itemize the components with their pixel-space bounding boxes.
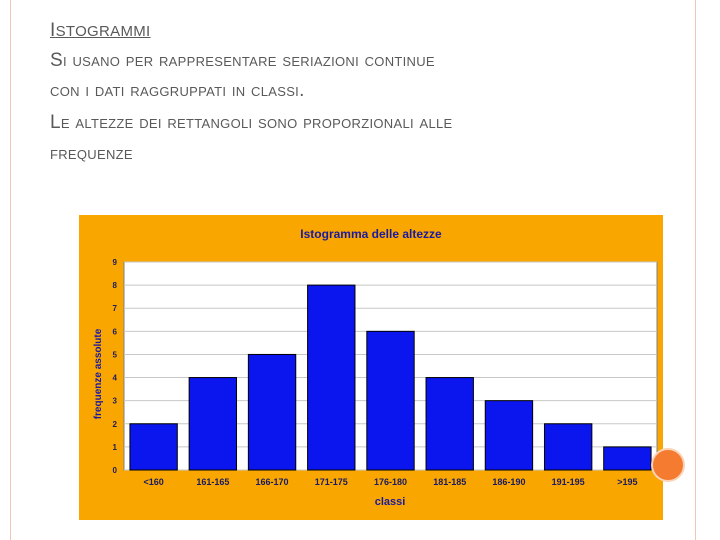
y-tick-label-4: 4 [113, 374, 118, 383]
x-tick-label-4: 176-180 [374, 477, 407, 487]
x-tick-label-5: 181-185 [433, 477, 466, 487]
y-tick-label-6: 6 [113, 327, 118, 336]
decorative-circle [651, 448, 685, 482]
x-tick-label-3: 171-175 [315, 477, 348, 487]
x-tick-label-7: 191-195 [552, 477, 585, 487]
bar-3 [307, 284, 356, 471]
y-tick-label-5: 5 [113, 350, 118, 359]
x-axis-label: classi [375, 496, 406, 508]
x-tick-label-8: >195 [617, 477, 637, 487]
histogram-chart: Istogramma delle altezze 0 1 2 3 4 5 6 7 8 9 <160 16… [79, 215, 663, 520]
slide-title-rest: STOGRAMMI [55, 23, 151, 40]
y-tick-label-2: 2 [113, 420, 118, 429]
y-tick-label-0: 0 [113, 466, 118, 475]
y-axis-label: frequenze assolute [93, 328, 104, 419]
bar-4 [366, 330, 415, 471]
x-tick-label-0: <160 [143, 477, 163, 487]
y-tick-label-3: 3 [113, 397, 118, 406]
bar-5 [425, 377, 474, 471]
bullet-line-4: frequenze [50, 143, 133, 164]
bar-6 [484, 400, 534, 471]
bullet-line-3: Le altezze dei rettangoli sono proporzio… [50, 112, 453, 133]
y-tick-label-7: 7 [113, 304, 118, 313]
bullet-line-2: con i dati raggruppati in classi. [50, 80, 305, 101]
y-tick-label-9: 9 [113, 258, 118, 267]
y-tick-label-1: 1 [113, 443, 118, 452]
x-tick-label-6: 186-190 [492, 477, 525, 487]
bullet-line-1: Si usano per rappresentare seriazioni co… [50, 50, 435, 71]
y-tick-label-8: 8 [113, 281, 118, 290]
bar-1 [188, 377, 238, 471]
right-border-line [695, 0, 696, 540]
slide-title: ISTOGRAMMI [50, 20, 151, 42]
bar-8 [603, 446, 652, 471]
chart-svg: Istogramma delle altezze 0 1 2 3 4 5 6 7 8 9 <160 16… [93, 227, 658, 508]
chart-title: Istogramma delle altezze [300, 227, 442, 241]
bar-2 [247, 353, 297, 471]
slide-title-initial: I [50, 20, 56, 41]
bar-0 [129, 423, 178, 471]
bar-7 [543, 423, 593, 471]
x-tick-label-1: 161-165 [196, 477, 229, 487]
left-border-line [10, 0, 11, 540]
x-tick-label-2: 166-170 [256, 477, 289, 487]
